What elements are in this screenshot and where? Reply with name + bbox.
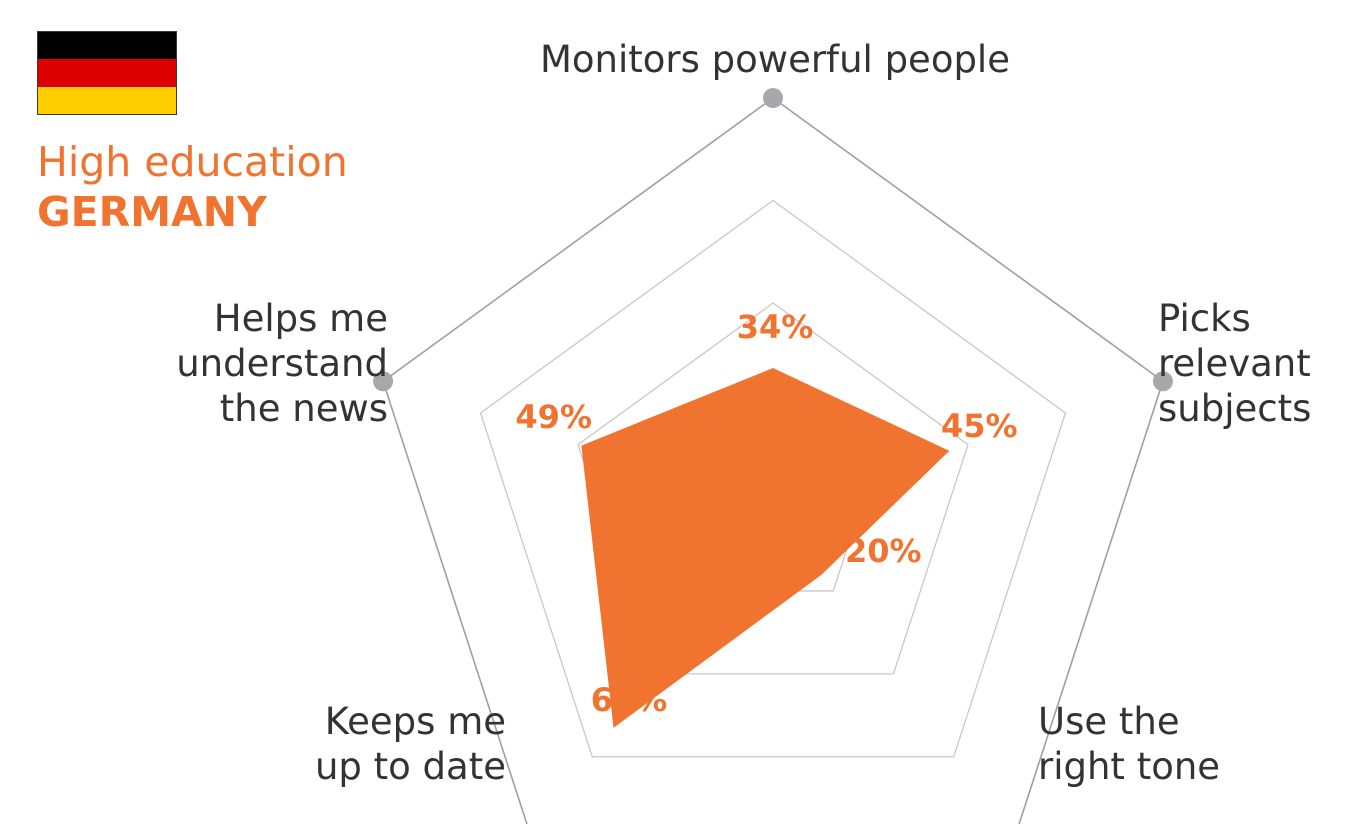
value-label-4: 49% (515, 398, 592, 436)
axis-label-0: Monitors powerful people (540, 38, 1010, 81)
flag-stripe-gold (38, 86, 176, 114)
value-label-3: 66% (591, 681, 668, 719)
axis-label-line: Keeps me (325, 700, 506, 743)
value-label-0: 34% (737, 308, 814, 346)
axis-label-line: Use the (1038, 700, 1180, 743)
axis-label-line: Monitors powerful people (540, 38, 1010, 81)
chart-subtitle: High education (37, 138, 348, 186)
value-label-1: 45% (941, 407, 1018, 445)
data-area (581, 368, 950, 728)
grid-ring-100 (382, 97, 1164, 824)
axis-label-line: the news (220, 387, 388, 430)
axis-marker-4 (373, 371, 394, 392)
chart-title: GERMANY (37, 188, 267, 236)
axis-label-line: Helps me (214, 297, 388, 340)
value-label-2: 20% (845, 532, 922, 570)
flag-stripe-red (38, 59, 176, 87)
axis-label-line: relevant (1158, 342, 1311, 385)
axis-label-3: Keeps me up to date (315, 700, 506, 788)
axis-label-line: right tone (1038, 745, 1220, 788)
axis-marker-1 (1152, 371, 1173, 392)
axis-label-1: Picks relevant subjects (1158, 297, 1311, 430)
axis-label-line: up to date (315, 745, 506, 788)
flag-stripe-black (38, 32, 176, 60)
axis-label-4: Helps me understand the news (176, 297, 388, 430)
germany-flag-icon (37, 31, 177, 115)
axis-label-line: subjects (1158, 387, 1311, 430)
axis-label-2: Use the right tone (1038, 700, 1220, 788)
grid-ring-75 (479, 199, 1067, 758)
chart-heading: High education GERMANY (37, 136, 348, 236)
axis-label-line: understand (176, 342, 388, 385)
axis-label-line: Picks (1158, 297, 1251, 340)
axis-marker-0 (763, 88, 783, 108)
grid-ring-50 (577, 302, 969, 675)
